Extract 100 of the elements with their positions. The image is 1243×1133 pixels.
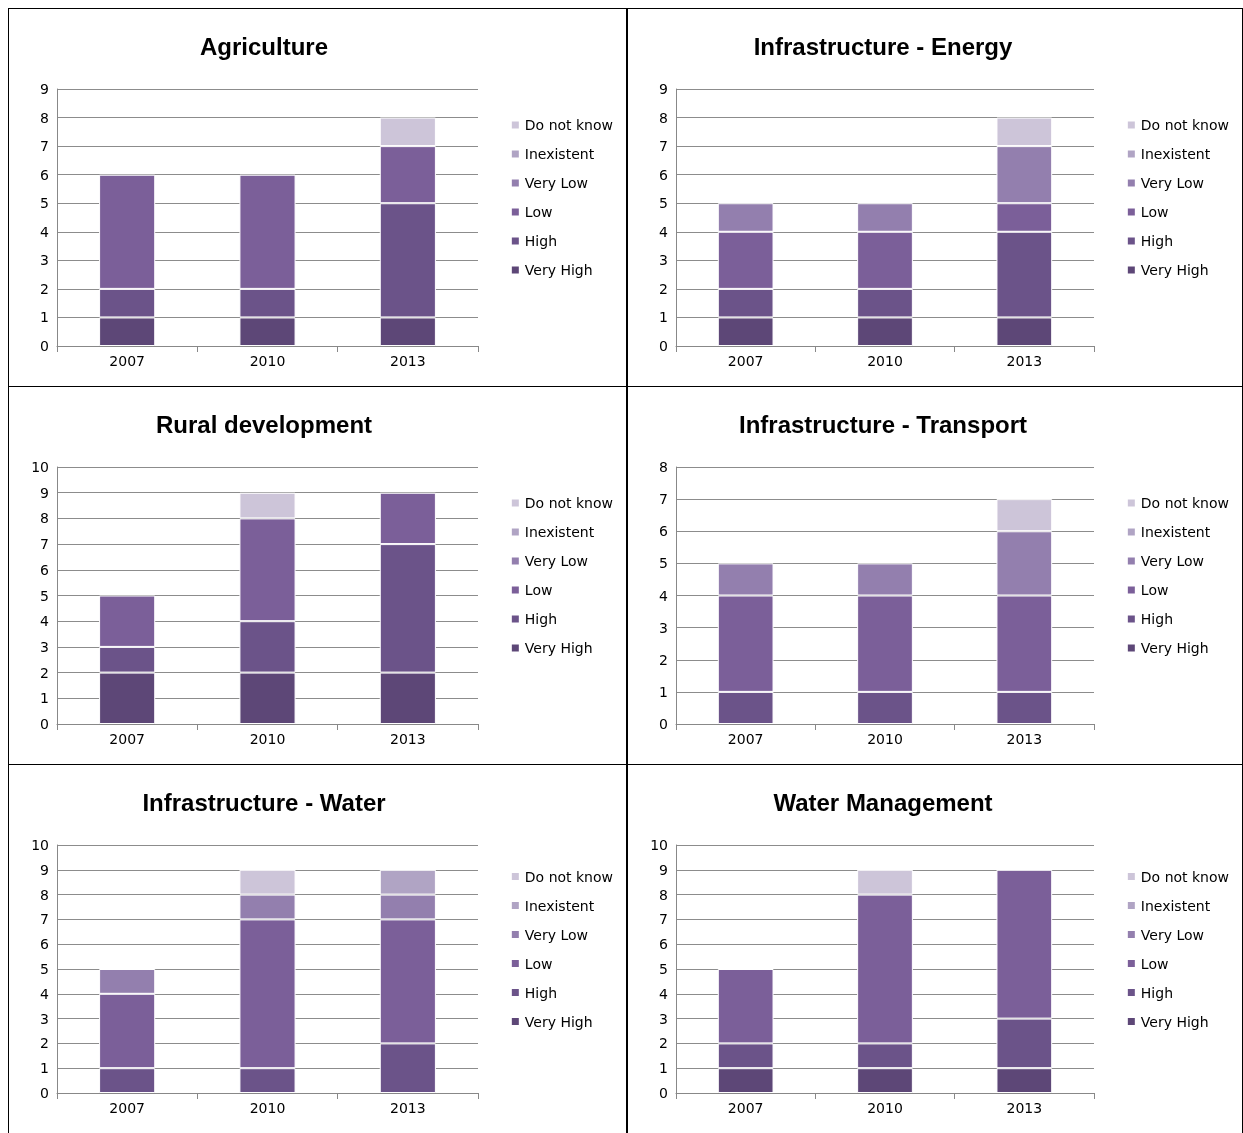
legend-label: Low [524,955,553,972]
legend-label: Low [524,582,553,598]
legend-label: High [524,233,558,249]
y-tick-label: 6 [659,166,669,183]
y-tick-label: 4 [40,613,50,630]
y-tick-label: 6 [40,561,50,578]
y-tick-label: 2 [40,280,49,297]
y-tick-label: 0 [40,716,49,732]
y-tick-label: 0 [40,1085,49,1101]
legend-label: High [524,611,558,627]
legend-label: Very Low [524,175,588,191]
y-tick-label: 6 [40,936,50,953]
x-tick-label: 2007 [727,1100,764,1116]
y-tick-label: 4 [659,985,669,1002]
x-tick-label: 2007 [109,731,145,747]
y-tick-label: 2 [659,280,668,297]
y-tick-label: 8 [659,109,668,126]
y-tick-label: 7 [40,911,49,928]
y-tick-label: 3 [659,619,668,636]
legend-label: Very Low [1140,926,1204,943]
x-tick-label: 2010 [867,353,903,369]
legend-label: High [524,984,558,1001]
y-tick-label: 10 [31,837,49,853]
x-tick-label: 2010 [867,1100,903,1116]
legend-label: Very High [1140,1013,1209,1030]
legend-label: Very High [1140,640,1209,656]
y-tick-label: 3 [40,638,49,655]
legend-label: Low [524,204,553,220]
y-tick-label: 9 [659,861,668,878]
x-tick-label: 2010 [249,1100,286,1116]
x-tick-label: 2013 [1006,731,1043,747]
chart-title: Agriculture [199,32,329,60]
y-tick-label: 3 [40,252,49,269]
x-tick-label: 2007 [727,353,764,369]
y-tick-label: 5 [40,195,49,212]
x-tick-label: 2007 [109,1100,145,1116]
legend-label: Inexistent [524,524,595,540]
y-tick-label: 1 [659,683,668,700]
y-tick-label: 9 [40,81,49,97]
legend-label: Very Low [524,553,588,569]
y-tick-label: 0 [659,338,668,354]
chart-title: Water Management [773,788,993,816]
y-tick-label: 4 [40,985,50,1002]
y-tick-label: 2 [40,1035,49,1052]
y-tick-label: 7 [659,138,668,155]
y-tick-label: 6 [659,936,669,953]
y-tick-label: 1 [40,309,49,326]
y-tick-label: 5 [40,961,49,977]
legend-label: Low [1140,955,1169,972]
x-tick-label: 2007 [109,353,145,369]
y-tick-label: 7 [40,536,49,553]
legend-label: Inexistent [524,146,595,162]
y-tick-label: 5 [659,195,668,212]
y-tick-label: 2 [40,664,49,681]
x-tick-label: 2013 [1006,353,1043,369]
legend-label: High [1140,233,1174,249]
legend-label: High [1140,611,1174,627]
y-tick-label: 1 [40,690,49,707]
y-tick-label: 4 [659,587,669,604]
y-tick-label: 3 [659,1010,668,1027]
legend-label: Low [1140,204,1169,220]
y-tick-label: 9 [659,81,668,97]
x-tick-label: 2013 [390,353,426,369]
y-tick-label: 6 [40,166,50,183]
y-tick-label: 10 [31,459,49,475]
x-tick-label: 2007 [727,731,764,747]
y-tick-label: 5 [659,961,668,977]
y-tick-label: 7 [40,138,49,155]
legend-label: Very High [524,640,593,656]
y-tick-label: 2 [659,651,668,668]
y-tick-label: 7 [659,911,668,928]
y-tick-label: 2 [659,1035,668,1052]
x-tick-label: 2010 [249,731,286,747]
legend-label: Do not know [524,868,613,885]
y-tick-label: 7 [659,491,668,508]
y-tick-label: 0 [659,1085,668,1101]
y-tick-label: 1 [40,1060,49,1077]
legend-label: Do not know [524,495,613,511]
legend-label: Inexistent [1140,897,1211,914]
legend-label: Inexistent [524,897,595,914]
y-tick-label: 8 [40,109,49,126]
chart-title: Infrastructure - Energy [753,32,1014,60]
y-tick-label: 3 [40,1010,49,1027]
y-tick-label: 8 [659,886,668,903]
legend-label: Do not know [1140,868,1229,885]
y-tick-label: 10 [650,837,668,853]
y-tick-label: 4 [659,223,669,240]
legend-label: Do not know [1140,495,1229,511]
y-tick-label: 8 [659,459,668,475]
y-tick-label: 5 [40,587,49,604]
y-tick-label: 3 [659,252,668,269]
y-tick-label: 4 [40,223,50,240]
y-tick-label: 5 [659,555,668,572]
legend-label: Low [1140,582,1169,598]
x-tick-label: 2013 [390,1100,426,1116]
legend-label: Very High [524,262,593,278]
legend-label: Inexistent [1140,524,1211,540]
legend-label: Very High [524,1013,593,1030]
y-tick-label: 1 [659,309,668,326]
legend-label: Do not know [524,117,613,133]
